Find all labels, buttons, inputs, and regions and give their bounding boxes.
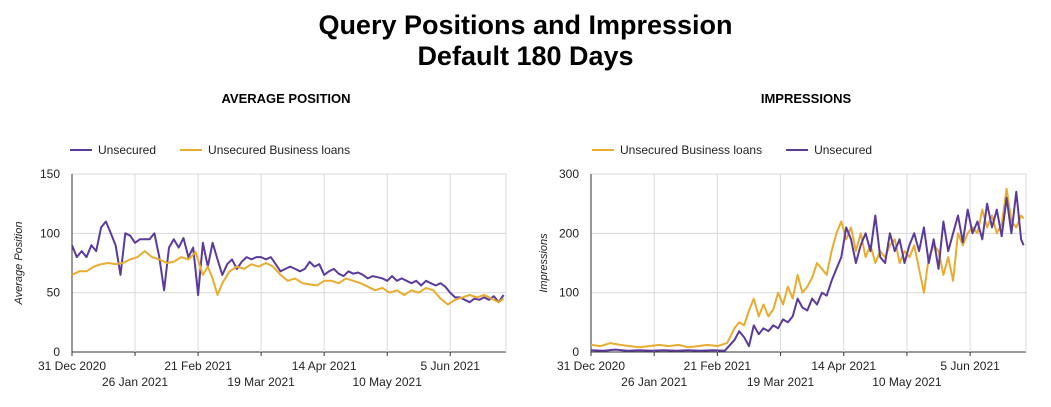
avg-series-line-unsecured	[71, 220, 505, 304]
title-line-2: Default 180 Days	[417, 41, 634, 71]
avg-x-tick-label: 26 Jan 2021	[102, 375, 168, 389]
imp-legend-label-business: Unsecured Business loans	[620, 143, 762, 157]
imp-x-tick-label: 5 Jun 2021	[940, 359, 1000, 373]
imp-x-tick-label: 19 Mar 2021	[747, 375, 815, 389]
avg-series-line-business	[71, 250, 505, 306]
imp-series-line-business	[590, 187, 1025, 349]
imp-x-tick-label: 31 Dec 2020	[557, 359, 625, 373]
avg-x-tick-label: 21 Feb 2021	[164, 359, 232, 373]
imp-y-axis-title: Impressions	[538, 233, 550, 293]
avg-y-tick-label: 50	[47, 286, 61, 300]
imp-y-tick-label: 100	[559, 286, 579, 300]
imp-x-tick-label: 14 Apr 2021	[811, 359, 876, 373]
imp-y-tick-label: 200	[559, 226, 579, 240]
average-position-chart: 0 50 100 150 31 Dec 2020 26 Jan 2021 21 Feb 20…	[13, 143, 507, 389]
title-line-1: Query Positions and Impression	[318, 10, 733, 40]
avg-x-tick-label: 14 Apr 2021	[292, 359, 357, 373]
avg-legend-label-business: Unsecured Business loans	[208, 143, 350, 157]
avg-x-tick-label: 19 Mar 2021	[227, 375, 295, 389]
imp-y-tick-label: 300	[559, 167, 579, 181]
avg-x-tick-label: 10 May 2021	[353, 375, 423, 389]
imp-y-tick-label: 0	[572, 345, 579, 359]
imp-x-tick-label: 21 Feb 2021	[684, 359, 752, 373]
imp-x-tick-label: 10 May 2021	[872, 375, 942, 389]
average-position-chart-title: AVERAGE POSITION	[221, 91, 351, 106]
page-title: Query Positions and Impression Default 1…	[0, 10, 1051, 72]
avg-y-axis-title: Average Position	[13, 222, 25, 306]
imp-series-line-unsecured	[590, 190, 1025, 352]
imp-legend-label-unsecured: Unsecured	[814, 143, 872, 157]
impressions-chart: 0 100 200 300 31 Dec 2020 26 Jan 2021 21 Feb 2…	[538, 143, 1027, 389]
avg-x-tick-label: 5 Jun 2021	[421, 359, 481, 373]
impressions-chart-title: IMPRESSIONS	[760, 91, 852, 106]
avg-y-tick-label: 100	[40, 226, 60, 240]
avg-y-tick-label: 0	[53, 345, 60, 359]
avg-y-tick-label: 150	[40, 167, 60, 181]
avg-legend-label-unsecured: Unsecured	[98, 143, 156, 157]
avg-x-tick-label: 31 Dec 2020	[38, 359, 106, 373]
imp-x-tick-label: 26 Jan 2021	[621, 375, 687, 389]
